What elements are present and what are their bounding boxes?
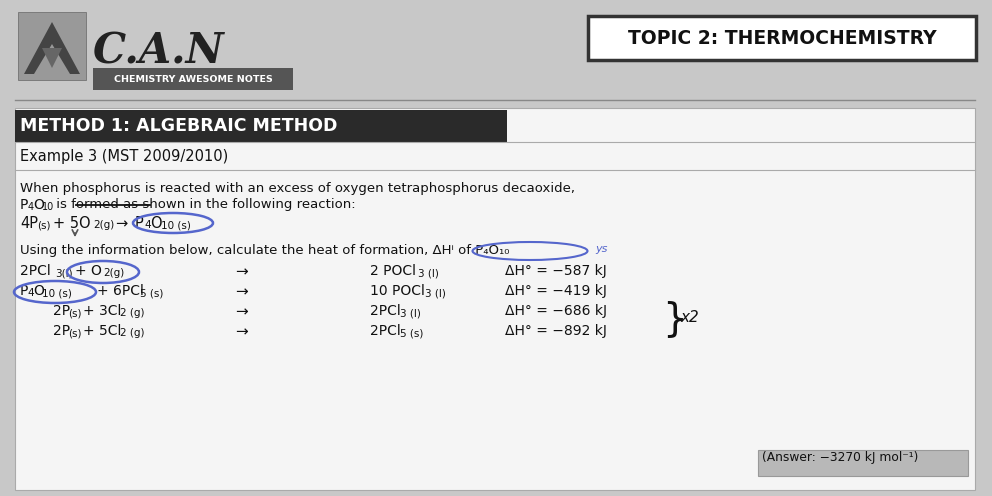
Text: 2P: 2P <box>53 304 70 318</box>
Text: 3 (l): 3 (l) <box>400 308 421 318</box>
Polygon shape <box>24 22 80 74</box>
Text: 2 (g): 2 (g) <box>120 308 145 318</box>
Text: }: } <box>662 300 686 338</box>
FancyBboxPatch shape <box>588 16 976 60</box>
Text: ΔH° = −587 kJ: ΔH° = −587 kJ <box>505 264 607 278</box>
FancyBboxPatch shape <box>758 450 968 476</box>
Text: TOPIC 2: THERMOCHEMISTRY: TOPIC 2: THERMOCHEMISTRY <box>628 28 936 48</box>
Text: ΔH° = −686 kJ: ΔH° = −686 kJ <box>505 304 607 318</box>
Text: Example 3 (MST 2009/2010): Example 3 (MST 2009/2010) <box>20 148 228 164</box>
Polygon shape <box>42 48 62 68</box>
Text: →: → <box>235 304 248 319</box>
Text: 2 (g): 2 (g) <box>120 328 145 338</box>
Text: →: → <box>235 284 248 299</box>
Text: 3 (l): 3 (l) <box>418 268 438 278</box>
Text: 10: 10 <box>42 202 55 212</box>
Text: CHEMISTRY AWESOME NOTES: CHEMISTRY AWESOME NOTES <box>114 74 273 83</box>
Text: ys: ys <box>595 244 607 254</box>
Text: 2PCl: 2PCl <box>20 264 51 278</box>
Text: is formed as shown in the following reaction:: is formed as shown in the following reac… <box>52 198 355 211</box>
Text: + 5Cl: + 5Cl <box>83 324 121 338</box>
Text: + 3Cl: + 3Cl <box>83 304 121 318</box>
Text: 2PCl: 2PCl <box>370 304 401 318</box>
Text: O: O <box>33 284 44 298</box>
Text: + 6PCl: + 6PCl <box>97 284 144 298</box>
Text: 2(g): 2(g) <box>103 268 124 278</box>
Text: 4P: 4P <box>20 216 38 231</box>
Text: P: P <box>135 216 144 231</box>
Text: 3(l): 3(l) <box>55 268 72 278</box>
Text: 5 (s): 5 (s) <box>400 328 424 338</box>
Text: (s): (s) <box>68 308 81 318</box>
Text: When phosphorus is reacted with an excess of oxygen tetraphosphorus decaoxide,: When phosphorus is reacted with an exces… <box>20 182 575 195</box>
FancyBboxPatch shape <box>15 110 507 142</box>
Text: 4: 4 <box>144 220 151 230</box>
Text: 4: 4 <box>27 288 34 298</box>
Text: P: P <box>20 284 29 298</box>
Text: 5 (s): 5 (s) <box>140 288 164 298</box>
Text: 2P: 2P <box>53 324 70 338</box>
Text: →: → <box>235 324 248 339</box>
Text: 3 (l): 3 (l) <box>425 288 445 298</box>
Text: 4: 4 <box>28 202 34 212</box>
FancyBboxPatch shape <box>15 108 975 490</box>
Text: (s): (s) <box>37 220 51 230</box>
Text: x2: x2 <box>680 310 698 325</box>
Text: 10 (s): 10 (s) <box>161 220 190 230</box>
Text: O: O <box>33 198 44 212</box>
Text: (s): (s) <box>68 328 81 338</box>
Text: Using the information below, calculate the heat of formation, ΔHⁱ of P₄O₁₀: Using the information below, calculate t… <box>20 244 510 257</box>
Text: ΔH° = −892 kJ: ΔH° = −892 kJ <box>505 324 607 338</box>
Text: + 5O: + 5O <box>53 216 90 231</box>
Text: (Answer: −3270 kJ mol⁻¹): (Answer: −3270 kJ mol⁻¹) <box>762 451 919 464</box>
Text: ΔH° = −419 kJ: ΔH° = −419 kJ <box>505 284 607 298</box>
Text: + O: + O <box>75 264 102 278</box>
FancyBboxPatch shape <box>93 68 293 90</box>
Text: C.A.N: C.A.N <box>93 30 224 72</box>
Text: 2(g): 2(g) <box>93 220 114 230</box>
Text: METHOD 1: ALGEBRAIC METHOD: METHOD 1: ALGEBRAIC METHOD <box>20 117 337 135</box>
FancyBboxPatch shape <box>18 12 86 80</box>
Text: 2 POCl: 2 POCl <box>370 264 416 278</box>
Text: P: P <box>20 198 29 212</box>
Text: →: → <box>235 264 248 279</box>
Text: 10 (s): 10 (s) <box>42 288 71 298</box>
Polygon shape <box>34 44 70 74</box>
Text: O: O <box>150 216 162 231</box>
Text: 2PCl: 2PCl <box>370 324 401 338</box>
Text: →: → <box>115 216 127 231</box>
Text: 10 POCl: 10 POCl <box>370 284 425 298</box>
